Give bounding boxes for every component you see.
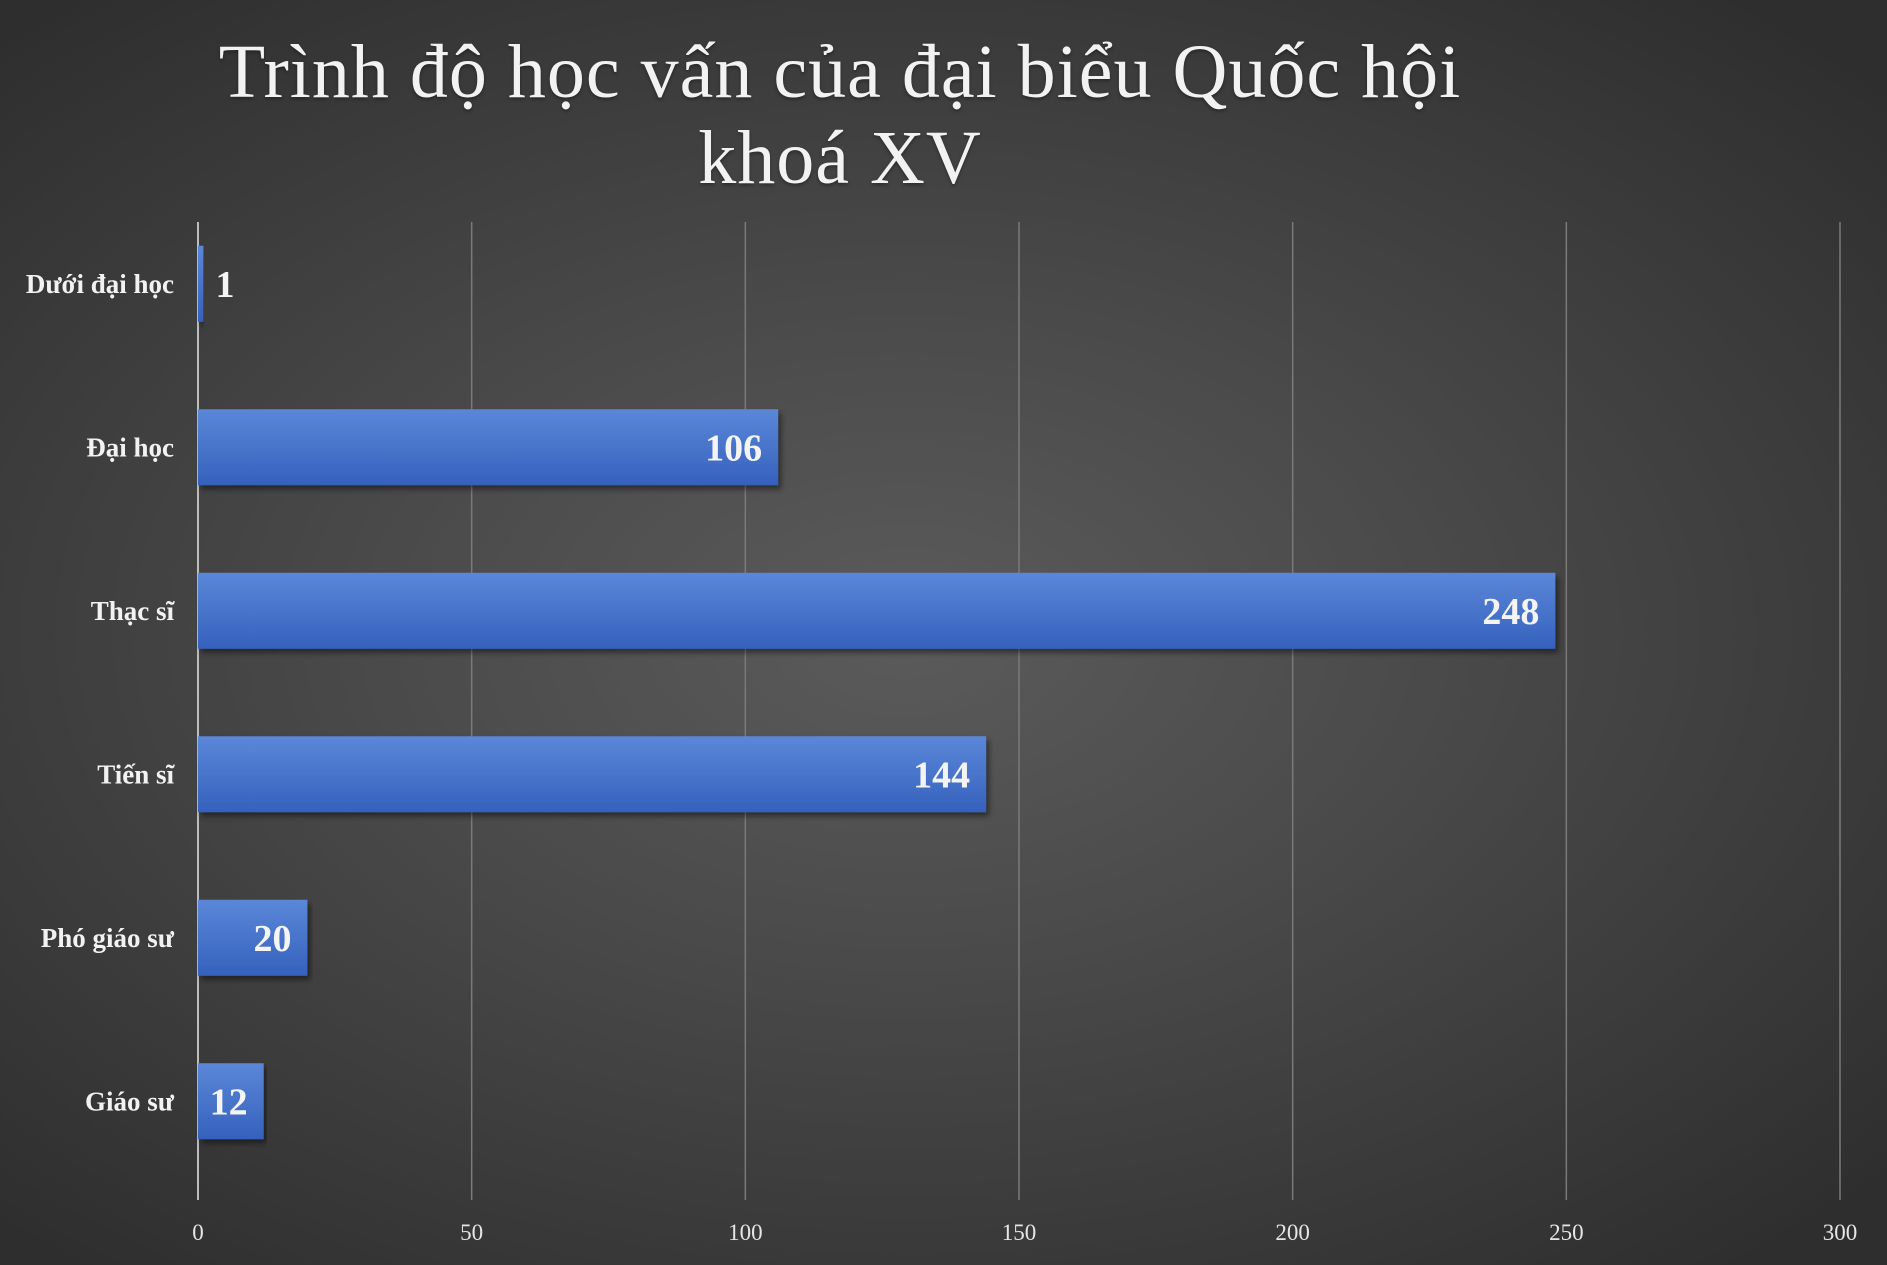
data-label-3: 144 bbox=[913, 754, 970, 796]
chart-title-line-2: khoá XV bbox=[698, 116, 982, 200]
bar-2 bbox=[198, 572, 1556, 649]
category-label-5: Giáo sư bbox=[85, 1086, 175, 1116]
category-label-0: Dưới đại học bbox=[26, 269, 174, 299]
data-label-4: 20 bbox=[253, 918, 291, 960]
category-label-4: Phó giáo sư bbox=[41, 923, 175, 953]
x-tick-label-300: 300 bbox=[1823, 1220, 1858, 1245]
data-label-2: 248 bbox=[1482, 591, 1539, 633]
category-label-1: Đại học bbox=[86, 432, 174, 462]
bar-1 bbox=[198, 409, 779, 486]
category-label-3: Tiến sĩ bbox=[97, 759, 175, 789]
bar-0 bbox=[198, 245, 204, 322]
data-label-1: 106 bbox=[705, 427, 762, 469]
x-tick-label-250: 250 bbox=[1549, 1220, 1584, 1245]
x-tick-label-200: 200 bbox=[1275, 1220, 1310, 1245]
x-tick-label-100: 100 bbox=[728, 1220, 763, 1245]
bar-4 bbox=[198, 899, 308, 976]
data-label-5: 12 bbox=[210, 1081, 248, 1123]
category-label-2: Thạc sĩ bbox=[91, 596, 176, 626]
bar-5 bbox=[198, 1063, 264, 1140]
x-tick-label-0: 0 bbox=[192, 1220, 204, 1245]
bar-3 bbox=[198, 736, 987, 813]
x-tick-label-150: 150 bbox=[1002, 1220, 1037, 1245]
x-tick-label-50: 50 bbox=[460, 1220, 483, 1245]
data-label-0: 1 bbox=[215, 264, 234, 306]
chart-title-line-1: Trình độ học vấn của đại biểu Quốc hội bbox=[218, 30, 1462, 114]
